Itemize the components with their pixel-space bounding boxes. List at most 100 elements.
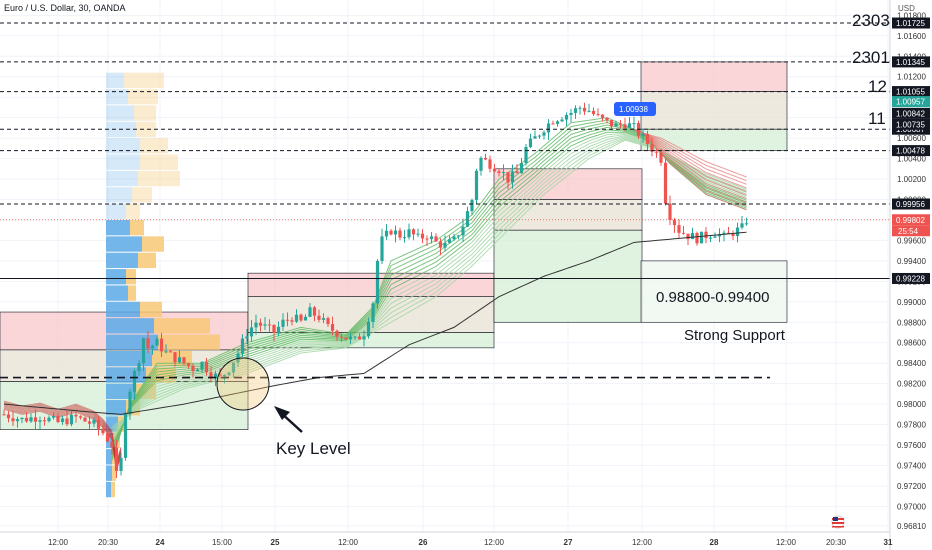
candle-body [492,168,497,172]
candles [2,102,749,478]
candle-body [267,324,272,326]
x-tick-label: 28 [710,538,719,547]
ribbon-line-red-left [3,404,122,467]
candle-body [222,374,227,377]
candle-body [429,236,434,240]
price-zone [640,128,788,151]
vp-bar-up [106,203,126,219]
candle-body [141,338,146,364]
key-level-label: Key Level [276,439,351,458]
candle-body [245,336,249,339]
price-tag [892,17,930,29]
candle-body [240,338,245,354]
candle-body [137,363,141,371]
ribbon-line-red [633,128,747,203]
vp-bar-up [106,465,112,481]
price-tag-label: 0.99802 [896,216,925,225]
vp-bar-down [124,72,164,89]
candle-body [668,203,672,220]
candle-body [209,372,213,379]
candle-body [362,336,366,340]
candle-body [69,414,74,425]
candle-body [389,230,393,235]
ribbon-line-red [633,129,747,178]
candle-body [150,345,155,349]
candle-body [290,320,294,322]
candle-body [186,363,191,366]
price-tag [892,56,930,68]
candle-body [402,237,407,239]
candle-body [465,211,470,227]
candle-body [200,361,204,370]
vp-bar-down [142,236,164,252]
price-tag [892,86,930,98]
candle-body [708,237,713,239]
candle-body [546,123,551,133]
candle-body [357,336,362,340]
candle-body [249,327,254,337]
x-tick-label: 12:00 [484,538,505,547]
candle-body [488,159,492,169]
strong-support-label: Strong Support [684,327,786,344]
candle-body [578,107,582,109]
vp-bar-up [106,219,130,236]
vp-bar-down [132,187,152,203]
candle-body [74,414,78,417]
candle-body [398,230,402,238]
candle-body [650,144,654,152]
ribbon-line [111,119,747,458]
vp-bar-up [106,269,126,285]
price-tag [892,107,930,119]
candle-body [308,307,312,317]
candle-body [272,324,276,334]
vp-bar-up [106,400,126,416]
candle-body [393,230,398,235]
candle-body [501,172,506,174]
ribbon-line [111,126,747,451]
candle-body [254,322,258,328]
candle-body [281,319,285,327]
vp-bar-down [140,154,178,170]
candle-body [263,324,267,326]
price-tag-label: 1.01345 [896,58,925,67]
price-tag-label: 1.01725 [896,19,925,28]
candle-body [731,233,735,237]
ribbon-line-red [633,128,747,211]
candle-body [542,132,546,136]
candle-body [128,391,132,415]
ribbon-line [111,122,747,456]
vp-bar-up [106,481,111,498]
candle-body [317,315,321,320]
candle-body [452,236,456,240]
candle-body [375,260,380,304]
y-tick-label: 0.96810 [897,522,926,531]
vp-bar-down [140,138,168,154]
ribbon-line [111,139,747,428]
y-tick-label: 0.98000 [897,400,926,409]
candle-body [663,162,668,204]
x-tick-label: 24 [156,538,165,547]
ribbon-line [111,135,747,438]
candle-body [164,351,168,353]
candle-body [47,417,51,422]
candle-body [33,417,38,422]
candle-body [582,107,587,112]
price-tag-label: 1.00478 [896,147,925,156]
y-tick-label: 0.99600 [897,236,926,245]
price-tag [892,96,930,108]
price-tag [892,198,930,210]
candle-body [411,229,416,235]
candle-body [515,171,519,174]
y-axis: 1.018001.016001.014001.012001.010001.008… [889,0,930,550]
candle-body [596,114,600,116]
x-tick-label: 12:00 [338,538,359,547]
candle-body [177,357,182,363]
candle-body [6,414,11,419]
price-tag-label: 1.00735 [896,120,925,129]
y-tick-label: 1.01800 [897,11,926,20]
symbol-title: Euro / U.S. Dollar, 30, OANDA [4,3,126,13]
y-tick-label: 0.99400 [897,257,926,266]
ribbon-line-red [633,129,747,200]
candle-body [123,414,128,458]
candle-body [740,223,744,228]
